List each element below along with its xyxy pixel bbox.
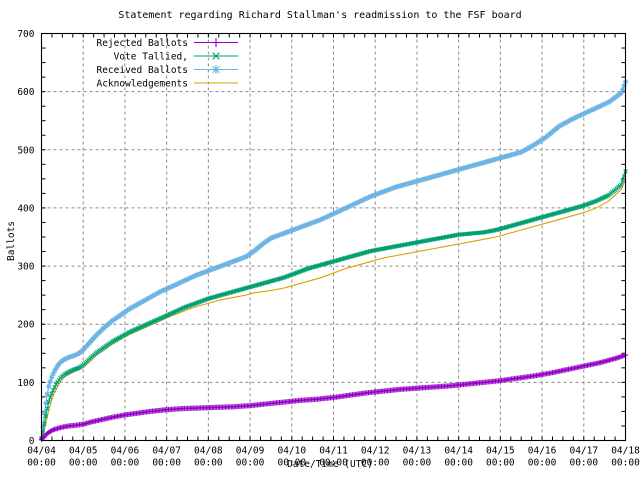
x-tick-label-time: 00:00 (69, 458, 98, 469)
x-tick-label-date: 04/10 (277, 446, 306, 457)
data-point-marker (620, 87, 625, 92)
plot-frame (40, 32, 627, 442)
x-tick-label-time: 00:00 (444, 458, 473, 469)
x-tick-label-time: 00:00 (403, 458, 432, 469)
data-point-marker (43, 400, 49, 406)
x-axis-title: Date/Time (UTC) (287, 459, 373, 470)
data-point-marker (45, 406, 50, 411)
legend-label: Received Ballots (96, 65, 188, 76)
x-tick-label-date: 04/11 (319, 446, 348, 457)
legend-label: Acknowledgements (96, 79, 188, 90)
chart-title: Statement regarding Richard Stallman's r… (118, 10, 521, 21)
x-axis-tick-labels: 04/0400:0004/0500:0004/0600:0004/0700:00… (27, 446, 640, 469)
x-tick-label-date: 04/12 (361, 446, 390, 457)
x-tick-label-time: 00:00 (486, 458, 515, 469)
data-point-marker (43, 413, 49, 419)
data-point-marker (42, 410, 47, 416)
y-tick-label: 300 (17, 262, 34, 273)
x-tick-label-date: 04/15 (486, 446, 515, 457)
x-tick-label-date: 04/05 (69, 446, 98, 457)
x-tick-label-date: 04/18 (611, 446, 640, 457)
y-tick-label: 600 (17, 87, 34, 98)
data-point-marker (618, 182, 624, 188)
series-line (40, 178, 627, 441)
x-tick-label-time: 00:00 (319, 458, 348, 469)
data-point-marker (47, 379, 53, 384)
x-tick-label-time: 00:00 (152, 458, 181, 469)
data-point-marker (42, 421, 47, 427)
x-tick-label-date: 04/13 (403, 446, 432, 457)
series-received-ballots (38, 79, 629, 441)
series-rejected-ballots (38, 352, 629, 442)
data-point-marker (45, 391, 50, 397)
data-series-layer (38, 79, 629, 442)
data-point-marker (53, 382, 59, 387)
x-tick-label-time: 00:00 (27, 458, 56, 469)
x-tick-label-date: 04/07 (152, 446, 181, 457)
x-tick-label-time: 00:00 (611, 458, 640, 469)
y-tick-label: 500 (17, 145, 34, 156)
data-point-marker (50, 387, 56, 393)
y-tick-label: 0 (29, 436, 35, 447)
x-tick-label-date: 04/16 (528, 446, 557, 457)
data-point-marker (46, 384, 52, 389)
data-point-marker (480, 230, 485, 235)
series-vote-tallied (39, 169, 628, 442)
x-tick-label-date: 04/04 (27, 446, 56, 457)
data-point-marker (47, 395, 53, 400)
y-axis-title: Ballots (6, 221, 17, 261)
data-point-marker (455, 232, 460, 238)
x-tick-label-time: 00:00 (194, 458, 223, 469)
legend-label: Vote Tallied, (114, 52, 188, 63)
data-point-marker (212, 65, 220, 74)
y-tick-label: 100 (17, 378, 34, 389)
x-tick-label-time: 00:00 (528, 458, 557, 469)
data-point-marker (49, 391, 54, 396)
series-acknowledgements (40, 178, 627, 441)
data-point-marker (52, 384, 57, 390)
x-tick-label-time: 00:00 (236, 458, 265, 469)
y-axis-tick-labels: 0 100 200 300 400 500 600 700 (17, 29, 34, 447)
data-point-marker (620, 178, 625, 183)
y-tick-label: 200 (17, 320, 34, 331)
y-tick-label: 700 (17, 29, 34, 40)
y-tick-label: 400 (17, 203, 34, 214)
x-tick-label-date: 04/06 (111, 446, 140, 457)
x-tick-label-date: 04/17 (569, 446, 598, 457)
data-point-marker (46, 399, 52, 405)
x-tick-label-time: 00:00 (361, 458, 390, 469)
chart-legend: Rejected Ballots Vote Tallied, Received Ba… (96, 37, 238, 90)
x-tick-label-time: 00:00 (569, 458, 598, 469)
data-point-marker (212, 52, 220, 60)
x-tick-label-date: 04/14 (444, 446, 473, 457)
legend-label: Rejected Ballots (96, 38, 188, 49)
x-tick-label-date: 04/08 (194, 446, 223, 457)
x-tick-label-time: 00:00 (277, 458, 306, 469)
x-tick-label-time: 00:00 (111, 458, 140, 469)
x-tick-label-date: 04/09 (236, 446, 265, 457)
